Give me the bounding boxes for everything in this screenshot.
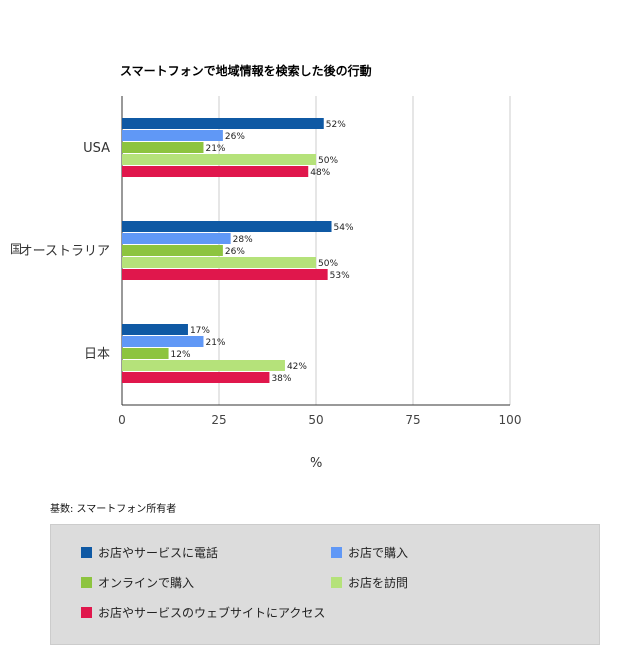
- bar: [122, 221, 332, 232]
- data-label: 12%: [171, 350, 191, 360]
- data-label: 21%: [205, 144, 225, 154]
- legend-item: お店で購入: [331, 544, 408, 561]
- x-tick-label: 75: [405, 413, 420, 427]
- legend-label: お店を訪問: [348, 576, 409, 590]
- plot-area: 0 25 50 75 100USA52%26%21%50%48%オーストラリア54%28…: [20, 96, 522, 427]
- category-label: USA: [83, 141, 110, 156]
- data-label: 42%: [287, 362, 307, 372]
- bar: [122, 348, 169, 359]
- data-label: 26%: [225, 247, 245, 257]
- legend-label: お店やサービスのウェブサイトにアクセス: [98, 606, 326, 620]
- bar: [122, 154, 316, 165]
- bar: [122, 245, 223, 256]
- data-label: 50%: [318, 259, 338, 269]
- bar: [122, 372, 270, 383]
- legend: お店やサービスに電話 お店で購入オンラインで購入 お店を訪問お店やサービスのウェブサ…: [50, 524, 600, 645]
- x-tick-label: 0: [118, 413, 126, 427]
- bar: [122, 269, 328, 280]
- legend-item: お店やサービスに電話: [81, 544, 218, 561]
- data-label: 26%: [225, 132, 245, 142]
- y-axis-label: 国: [10, 242, 23, 256]
- chart-title: スマートフォンで地域情報を検索した後の行動: [120, 64, 372, 78]
- bar: [122, 324, 188, 335]
- x-tick-label: 50: [308, 413, 323, 427]
- legend-swatch: [81, 547, 92, 558]
- bar: [122, 142, 204, 153]
- bar: [122, 130, 223, 141]
- data-label: 28%: [233, 235, 253, 245]
- bar: [122, 336, 204, 347]
- bar: [122, 233, 231, 244]
- legend-swatch: [331, 577, 342, 588]
- x-tick-label: 100: [499, 413, 522, 427]
- legend-swatch: [81, 577, 92, 588]
- legend-label: オンラインで購入: [98, 576, 195, 590]
- data-label: 17%: [190, 326, 210, 336]
- data-label: 48%: [310, 168, 330, 178]
- data-label: 52%: [326, 120, 346, 130]
- data-label: 54%: [334, 223, 354, 233]
- x-tick-label: 25: [211, 413, 226, 427]
- note: 基数: スマートフォン所有者: [50, 504, 177, 515]
- bar: [122, 166, 309, 177]
- legend-swatch: [331, 547, 342, 558]
- legend-item: お店を訪問: [331, 574, 408, 591]
- category-label: オーストラリア: [20, 244, 110, 259]
- legend-swatch: [81, 607, 92, 618]
- legend-label: お店で購入: [348, 546, 409, 560]
- bar: [122, 118, 324, 129]
- data-label: 21%: [205, 338, 225, 348]
- legend-label: お店やサービスに電話: [98, 546, 219, 560]
- x-axis-label: %: [310, 456, 323, 471]
- bar: [122, 360, 285, 371]
- data-label: 53%: [330, 271, 350, 281]
- legend-item: オンラインで購入: [81, 574, 194, 591]
- category-label: 日本: [84, 347, 110, 362]
- data-label: 50%: [318, 156, 338, 166]
- legend-item: お店やサービスのウェブサイトにアクセス: [81, 604, 325, 621]
- data-label: 38%: [271, 374, 291, 384]
- bar: [122, 257, 316, 268]
